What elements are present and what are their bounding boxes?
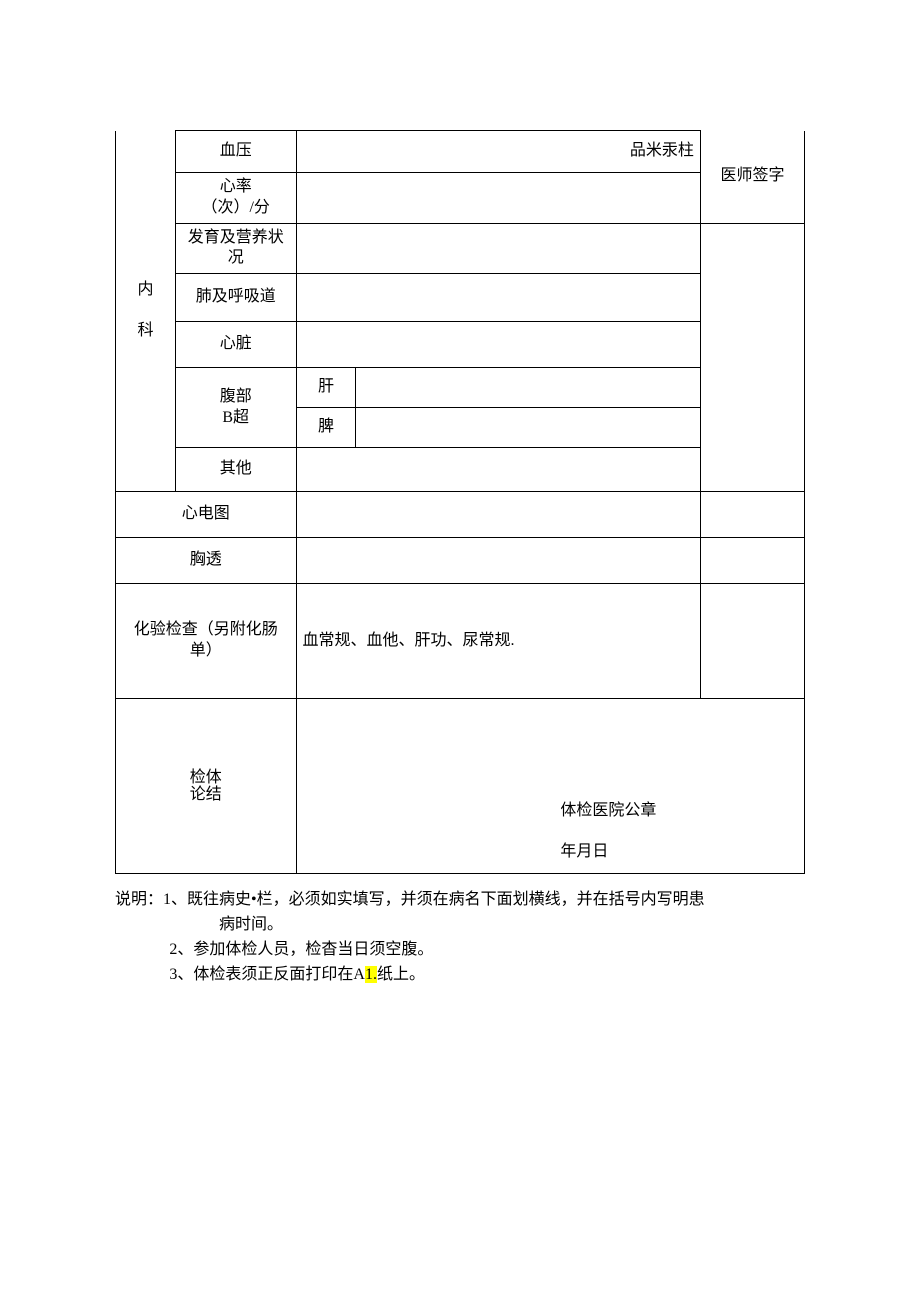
section-label-l2: 科 bbox=[137, 322, 153, 339]
table-row: 检论体结 体检医院公章 年月日 bbox=[116, 699, 805, 874]
section-label-l1: 内 bbox=[137, 281, 153, 298]
note-line-3: 3、体检表须正反面打印在A1.纸上。 bbox=[115, 963, 805, 988]
value-liver bbox=[356, 368, 701, 408]
table-row: 内 科 血压 品米汞柱 医师签字 bbox=[116, 131, 805, 173]
value-spleen bbox=[356, 408, 701, 448]
conc-col2: 体结 bbox=[206, 770, 222, 804]
label-lab: 化验检查（另附化肠 单） bbox=[116, 584, 297, 699]
label-hr: 心率 （次）/分 bbox=[175, 173, 296, 224]
table-row: 心电图 bbox=[116, 492, 805, 538]
value-chest bbox=[296, 538, 700, 584]
conc-col1: 检论 bbox=[190, 770, 206, 804]
label-spleen: 脾 bbox=[296, 408, 356, 448]
doctor-sign-space bbox=[700, 223, 804, 492]
label-heart: 心脏 bbox=[175, 322, 296, 368]
label-chest: 胸透 bbox=[116, 538, 297, 584]
label-development: 发育及营养状 况 bbox=[175, 223, 296, 274]
hospital-stamp: 体检医院公章 bbox=[560, 802, 656, 819]
value-lung bbox=[296, 274, 700, 322]
table-row: 发育及营养状 况 bbox=[116, 223, 805, 274]
bp-unit: 品米汞柱 bbox=[630, 142, 694, 159]
value-conclusion: 体检医院公章 年月日 bbox=[296, 699, 805, 874]
label-ecg: 心电图 bbox=[116, 492, 297, 538]
label-other: 其他 bbox=[175, 448, 296, 492]
value-hr bbox=[296, 173, 700, 224]
label-abdomen: 腹部 B超 bbox=[175, 368, 296, 448]
note-line-1b: 病时间。 bbox=[115, 913, 805, 938]
note-line-2: 2、参加体检人员，检杳当日须空腹。 bbox=[115, 938, 805, 963]
value-ecg bbox=[296, 492, 700, 538]
note-line-1: 说明：1、既往病史•栏，必须如实填写，并须在病名下面划横线，并在括号内写明患 bbox=[115, 888, 805, 913]
value-heart bbox=[296, 322, 700, 368]
value-development bbox=[296, 223, 700, 274]
exam-table: 内 科 血压 品米汞柱 医师签字 心率 （次）/分 发育及营养状 况 肺及呼吸道… bbox=[115, 130, 805, 874]
table-row: 化验检查（另附化肠 单） 血常规、血他、肝功、尿常规. bbox=[116, 584, 805, 699]
section-cell-internal: 内 科 bbox=[116, 131, 176, 492]
sign-chest bbox=[700, 538, 804, 584]
sign-lab bbox=[700, 584, 804, 699]
highlight-text: 1. bbox=[365, 966, 377, 983]
label-liver: 肝 bbox=[296, 368, 356, 408]
document-page: 内 科 血压 品米汞柱 医师签字 心率 （次）/分 发育及营养状 况 肺及呼吸道… bbox=[0, 0, 920, 1047]
label-lung: 肺及呼吸道 bbox=[175, 274, 296, 322]
value-lab: 血常规、血他、肝功、尿常规. bbox=[296, 584, 700, 699]
sign-ecg bbox=[700, 492, 804, 538]
label-bp: 血压 bbox=[175, 131, 296, 173]
doctor-sign-header: 医师签字 bbox=[700, 131, 804, 224]
value-other bbox=[296, 448, 700, 492]
table-row: 胸透 bbox=[116, 538, 805, 584]
notes-block: 说明：1、既往病史•栏，必须如实填写，并须在病名下面划横线，并在括号内写明患 病… bbox=[115, 888, 805, 987]
conclusion-date: 年月日 bbox=[560, 843, 608, 860]
label-conclusion: 检论体结 bbox=[116, 699, 297, 874]
value-bp: 品米汞柱 bbox=[296, 131, 700, 173]
